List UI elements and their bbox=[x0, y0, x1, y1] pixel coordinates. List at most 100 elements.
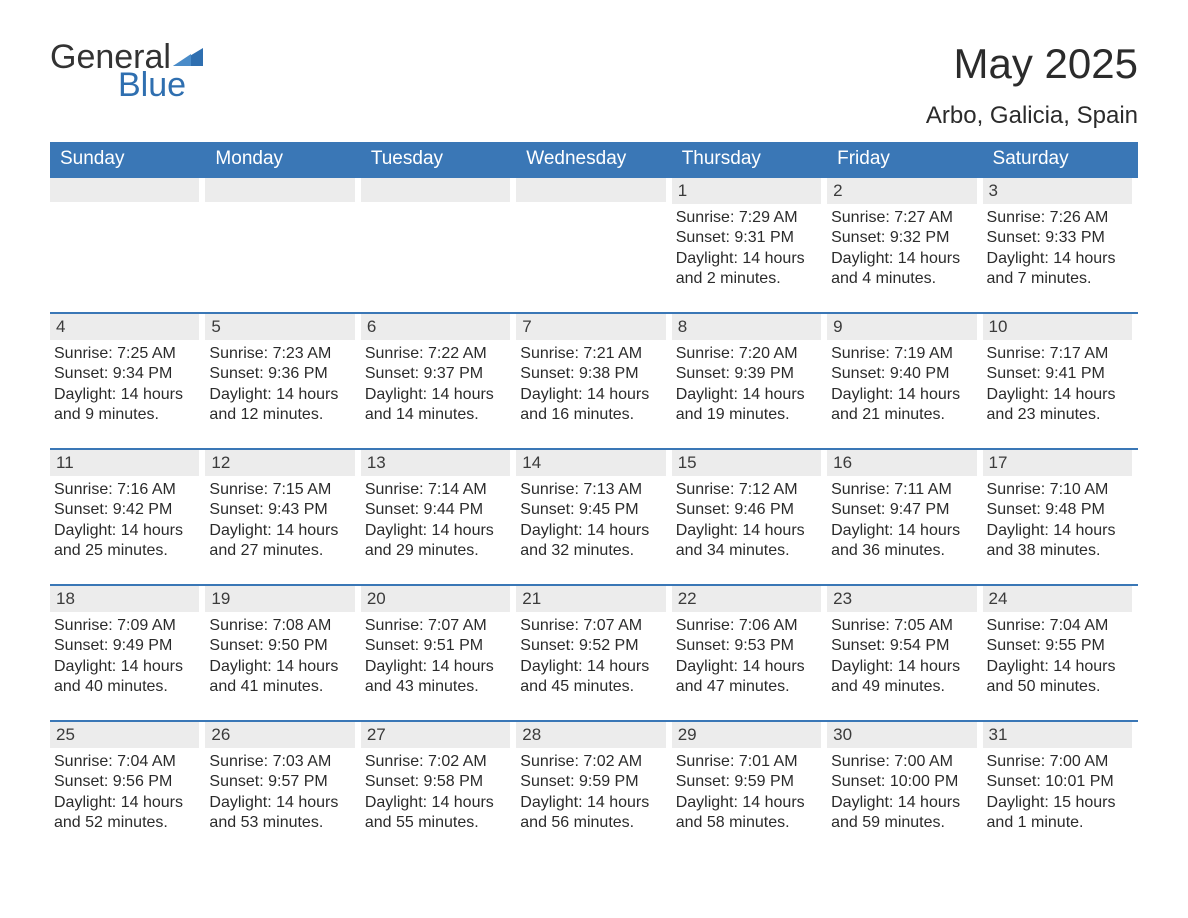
sunrise-text: Sunrise: 7:02 AM bbox=[365, 752, 510, 772]
day-body: Sunrise: 7:12 AMSunset: 9:46 PMDaylight:… bbox=[672, 480, 821, 562]
sunset-text: Sunset: 9:40 PM bbox=[831, 364, 976, 384]
day-number: 29 bbox=[672, 722, 821, 748]
sunrise-text: Sunrise: 7:09 AM bbox=[54, 616, 199, 636]
sunrise-text: Sunrise: 7:16 AM bbox=[54, 480, 199, 500]
sunrise-text: Sunrise: 7:29 AM bbox=[676, 208, 821, 228]
daylight-text: Daylight: 14 hours and 4 minutes. bbox=[831, 249, 976, 290]
day-body: Sunrise: 7:00 AMSunset: 10:00 PMDaylight… bbox=[827, 752, 976, 834]
day-number: 13 bbox=[361, 450, 510, 476]
sunset-text: Sunset: 9:49 PM bbox=[54, 636, 199, 656]
sunrise-text: Sunrise: 7:15 AM bbox=[209, 480, 354, 500]
daylight-text: Daylight: 14 hours and 29 minutes. bbox=[365, 521, 510, 562]
week-row: 1 Sunrise: 7:29 AMSunset: 9:31 PM Daylight… bbox=[50, 176, 1138, 298]
day-cell: 31Sunrise: 7:00 AMSunset: 10:01 PMDaylig… bbox=[983, 722, 1138, 842]
week-row: 25Sunrise: 7:04 AMSunset: 9:56 PMDayligh… bbox=[50, 720, 1138, 842]
weekday-header: Tuesday bbox=[361, 142, 516, 176]
daylight-text: Daylight: 14 hours and 59 minutes. bbox=[831, 793, 976, 834]
day-number: 20 bbox=[361, 586, 510, 612]
sunset-text: Sunset: 9:38 PM bbox=[520, 364, 665, 384]
daylight-text: Daylight: 14 hours and 49 minutes. bbox=[831, 657, 976, 698]
sunset-text: Sunset: 9:55 PM bbox=[987, 636, 1132, 656]
day-number: 28 bbox=[516, 722, 665, 748]
sunrise-text: Sunrise: 7:23 AM bbox=[209, 344, 354, 364]
title-block: May 2025 Arbo, Galicia, Spain bbox=[926, 40, 1138, 130]
day-cell: 8Sunrise: 7:20 AMSunset: 9:39 PMDaylight… bbox=[672, 314, 827, 434]
sunset-text: Sunset: 9:39 PM bbox=[676, 364, 821, 384]
day-cell: 2Sunrise: 7:27 AMSunset: 9:32 PMDaylight… bbox=[827, 178, 982, 298]
day-body: Sunrise: 7:11 AMSunset: 9:47 PMDaylight:… bbox=[827, 480, 976, 562]
daylight-text: Daylight: 14 hours and 21 minutes. bbox=[831, 385, 976, 426]
empty-day-bar bbox=[50, 178, 199, 202]
sunrise-text: Sunrise: 7:00 AM bbox=[831, 752, 976, 772]
day-number: 1 bbox=[672, 178, 821, 204]
empty-day-bar bbox=[361, 178, 510, 202]
day-cell: 27Sunrise: 7:02 AMSunset: 9:58 PMDayligh… bbox=[361, 722, 516, 842]
logo: General Blue bbox=[50, 40, 203, 102]
day-cell: 19Sunrise: 7:08 AMSunset: 9:50 PMDayligh… bbox=[205, 586, 360, 706]
day-cell: 30 Sunrise: 7:00 AMSunset: 10:00 PMDaylig… bbox=[827, 722, 982, 842]
day-cell bbox=[205, 178, 360, 298]
daylight-text: Daylight: 14 hours and 58 minutes. bbox=[676, 793, 821, 834]
day-cell: 25Sunrise: 7:04 AMSunset: 9:56 PMDayligh… bbox=[50, 722, 205, 842]
day-number: 17 bbox=[983, 450, 1132, 476]
month-title: May 2025 bbox=[926, 40, 1138, 88]
daylight-text: Daylight: 14 hours and 53 minutes. bbox=[209, 793, 354, 834]
day-number: 14 bbox=[516, 450, 665, 476]
sunrise-text: Sunrise: 7:08 AM bbox=[209, 616, 354, 636]
daylight-text: Daylight: 14 hours and 41 minutes. bbox=[209, 657, 354, 698]
sunset-text: Sunset: 9:52 PM bbox=[520, 636, 665, 656]
day-body: Sunrise: 7:02 AMSunset: 9:58 PMDaylight:… bbox=[361, 752, 510, 834]
day-number: 19 bbox=[205, 586, 354, 612]
day-cell: 18Sunrise: 7:09 AMSunset: 9:49 PMDayligh… bbox=[50, 586, 205, 706]
sunset-text: Sunset: 9:56 PM bbox=[54, 772, 199, 792]
weekday-header: Wednesday bbox=[516, 142, 671, 176]
sunrise-text: Sunrise: 7:10 AM bbox=[987, 480, 1132, 500]
day-cell: 3Sunrise: 7:26 AMSunset: 9:33 PMDaylight… bbox=[983, 178, 1138, 298]
daylight-text: Daylight: 14 hours and 14 minutes. bbox=[365, 385, 510, 426]
daylight-text: Daylight: 14 hours and 56 minutes. bbox=[520, 793, 665, 834]
day-number: 23 bbox=[827, 586, 976, 612]
day-body: Sunrise: 7:09 AMSunset: 9:49 PMDaylight:… bbox=[50, 616, 199, 698]
sunrise-text: Sunrise: 7:22 AM bbox=[365, 344, 510, 364]
day-cell: 16 Sunrise: 7:11 AMSunset: 9:47 PMDayligh… bbox=[827, 450, 982, 570]
sunset-text: Sunset: 9:31 PM bbox=[676, 228, 821, 248]
sunrise-text: Sunrise: 7:20 AM bbox=[676, 344, 821, 364]
sunrise-text: Sunrise: 7:04 AM bbox=[987, 616, 1132, 636]
sunrise-text: Sunrise: 7:13 AM bbox=[520, 480, 665, 500]
sunset-text: Sunset: 9:54 PM bbox=[831, 636, 976, 656]
day-number: 6 bbox=[361, 314, 510, 340]
day-cell: 4Sunrise: 7:25 AMSunset: 9:34 PMDaylight… bbox=[50, 314, 205, 434]
day-cell: 10Sunrise: 7:17 AMSunset: 9:41 PMDayligh… bbox=[983, 314, 1138, 434]
day-number: 22 bbox=[672, 586, 821, 612]
day-body: Sunrise: 7:22 AMSunset: 9:37 PMDaylight:… bbox=[361, 344, 510, 426]
day-body: Sunrise: 7:25 AMSunset: 9:34 PMDaylight:… bbox=[50, 344, 199, 426]
day-cell: 22Sunrise: 7:06 AMSunset: 9:53 PMDayligh… bbox=[672, 586, 827, 706]
day-number: 12 bbox=[205, 450, 354, 476]
page: General Blue May 2025 Arbo, Galicia, Spa… bbox=[0, 0, 1188, 872]
daylight-text: Daylight: 14 hours and 55 minutes. bbox=[365, 793, 510, 834]
daylight-text: Daylight: 14 hours and 16 minutes. bbox=[520, 385, 665, 426]
day-number: 25 bbox=[50, 722, 199, 748]
sunset-text: Sunset: 9:34 PM bbox=[54, 364, 199, 384]
day-number: 8 bbox=[672, 314, 821, 340]
day-number: 16 bbox=[827, 450, 976, 476]
calendar: SundayMondayTuesdayWednesdayThursdayFrid… bbox=[50, 142, 1138, 842]
sunset-text: Sunset: 10:01 PM bbox=[987, 772, 1132, 792]
day-body: Sunrise: 7:21 AMSunset: 9:38 PMDaylight:… bbox=[516, 344, 665, 426]
daylight-text: Daylight: 14 hours and 38 minutes. bbox=[987, 521, 1132, 562]
sunset-text: Sunset: 9:36 PM bbox=[209, 364, 354, 384]
weekday-header: Friday bbox=[827, 142, 982, 176]
day-number: 30 bbox=[827, 722, 976, 748]
daylight-text: Daylight: 14 hours and 43 minutes. bbox=[365, 657, 510, 698]
sunrise-text: Sunrise: 7:19 AM bbox=[831, 344, 976, 364]
sunrise-text: Sunrise: 7:12 AM bbox=[676, 480, 821, 500]
sunrise-text: Sunrise: 7:21 AM bbox=[520, 344, 665, 364]
day-cell: 20Sunrise: 7:07 AMSunset: 9:51 PMDayligh… bbox=[361, 586, 516, 706]
daylight-text: Daylight: 14 hours and 47 minutes. bbox=[676, 657, 821, 698]
day-body: Sunrise: 7:19 AMSunset: 9:40 PMDaylight:… bbox=[827, 344, 976, 426]
sunset-text: Sunset: 9:47 PM bbox=[831, 500, 976, 520]
daylight-text: Daylight: 14 hours and 45 minutes. bbox=[520, 657, 665, 698]
sunset-text: Sunset: 9:43 PM bbox=[209, 500, 354, 520]
day-body: Sunrise: 7:03 AMSunset: 9:57 PMDaylight:… bbox=[205, 752, 354, 834]
sunrise-text: Sunrise: 7:14 AM bbox=[365, 480, 510, 500]
